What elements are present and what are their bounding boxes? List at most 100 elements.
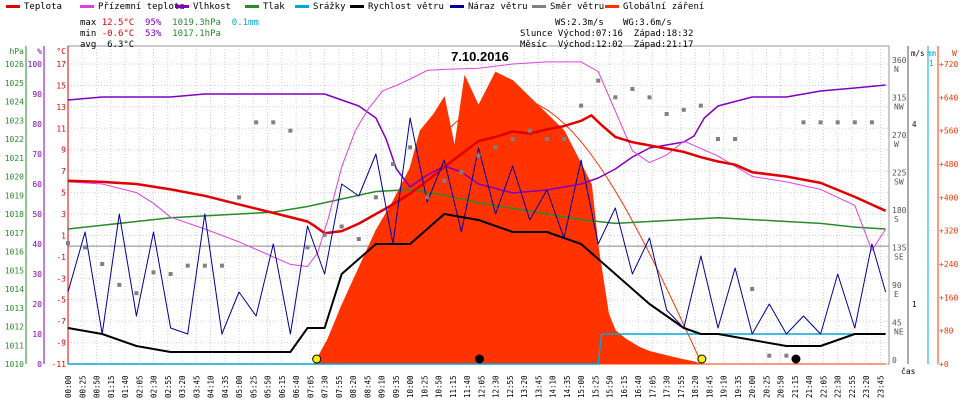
degc-axis-tick: 5 — [61, 189, 66, 198]
wind-dir-point — [715, 137, 720, 141]
degc-axis-tick: 1 — [61, 231, 66, 240]
pct-axis-tick: 0 — [37, 360, 42, 369]
hpa-axis-tick: 1022 — [5, 135, 24, 144]
wind-dir-point — [151, 270, 156, 275]
degc-axis-tick: -3 — [56, 274, 66, 283]
wind-dir-point — [750, 287, 755, 291]
hpa-axis-tick: 1024 — [5, 98, 24, 107]
sun-moon-markers — [312, 354, 801, 364]
moonrise-marker — [475, 354, 485, 364]
pct-axis-tick: 20 — [32, 300, 42, 309]
dir-axis-compass: W — [894, 140, 899, 149]
hpa-axis-tick: 1026 — [5, 60, 24, 69]
wind-speed-line — [67, 213, 886, 353]
wind-dir-point — [168, 272, 173, 276]
x-tick-label: 18:45 — [705, 375, 714, 398]
dir-axis-compass: N — [894, 65, 899, 74]
x-tick-label: 22:05 — [819, 375, 828, 398]
solar-area — [68, 71, 886, 365]
x-tick-label: 03:20 — [178, 375, 187, 398]
dir-axis-tick: 315 — [892, 94, 907, 103]
wind-dir-point — [801, 120, 806, 125]
wind-gust-line — [67, 117, 887, 335]
degc-axis-tick: -5 — [56, 296, 66, 305]
x-tick-label: 21:40 — [805, 375, 814, 398]
degc-axis-tick: 15 — [56, 81, 66, 90]
x-tick-label: 20:00 — [748, 375, 757, 398]
legend-prizemni-teplota: Přízemní teplota — [80, 2, 185, 12]
moonset-marker — [791, 354, 801, 364]
stats-avg: avg 6.3°C — [80, 40, 135, 50]
x-tick-label: 12:30 — [492, 375, 501, 398]
wind-dir-point — [271, 120, 276, 125]
w-axis-label: W — [952, 49, 957, 58]
w-axis-tick: +160 — [939, 293, 958, 302]
x-tick-label: 06:15 — [278, 375, 287, 398]
degc-axis-tick: -1 — [56, 253, 66, 262]
wind-dir-point — [493, 145, 498, 150]
x-tick-label: 15:00 — [577, 375, 586, 398]
ms-axis-tick: 1 — [912, 300, 917, 309]
x-tick-label: 00:50 — [93, 375, 102, 398]
x-tick-label: 13:45 — [534, 375, 543, 398]
w-axis-tick: +80 — [939, 327, 954, 336]
wind-dir-point — [237, 195, 242, 200]
x-tick-label: 20:25 — [762, 375, 771, 398]
ms-axis-tick: 4 — [912, 120, 917, 129]
wind-dir-point — [442, 178, 447, 183]
x-tick-label: 15:25 — [591, 375, 600, 398]
temperature-line — [67, 114, 887, 235]
wind-dir-point — [134, 291, 139, 296]
x-tick-label: 09:35 — [392, 375, 401, 398]
degc-axis-tick: -11 — [52, 360, 67, 369]
degc-axis-tick: -7 — [56, 317, 66, 326]
wind-dir-point — [630, 87, 635, 91]
chart-title: 7.10.2016 — [451, 49, 509, 64]
wind-dir-point — [373, 195, 378, 200]
x-tick-label: 05:25 — [249, 375, 258, 398]
w-axis-tick: +320 — [939, 227, 958, 236]
x-tick-label: 04:35 — [221, 375, 230, 398]
hpa-axis-tick: 1019 — [5, 191, 24, 200]
x-tick-label: 22:55 — [848, 375, 857, 398]
x-tick-label: 06:40 — [292, 375, 301, 398]
x-tick-label: 17:55 — [677, 375, 686, 398]
x-tick-label: 00:25 — [78, 375, 87, 398]
dir-axis-tick: 180 — [892, 206, 907, 215]
degc-axis-tick: 11 — [56, 124, 66, 133]
wind-dir-point — [818, 120, 823, 125]
hpa-axis-tick: 1014 — [5, 285, 24, 294]
w-axis-tick: +480 — [939, 160, 958, 169]
wind-dir-point — [66, 241, 70, 246]
x-tick-label: 22:30 — [834, 375, 843, 398]
hpa-axis-tick: 1012 — [5, 323, 24, 332]
x-tick-label: 01:15 — [107, 375, 116, 398]
x-tick-label: 21:15 — [791, 375, 800, 398]
x-tick-label: 16:40 — [634, 375, 643, 398]
hpa-axis-tick: 1025 — [5, 79, 24, 88]
x-tick-label: 07:55 — [335, 375, 344, 398]
x-tick-label: 00:00 — [64, 375, 73, 398]
wind-dir-point — [835, 120, 840, 125]
sun-times: Slunce Východ:07:16 Západ:18:32 — [520, 29, 694, 39]
hpa-axis-tick: 1017 — [5, 229, 24, 238]
x-tick-label: 05:00 — [235, 375, 244, 398]
x-tick-label: 03:45 — [192, 375, 201, 398]
ground-temp-line — [67, 61, 887, 267]
x-tick-label: 13:20 — [520, 375, 529, 398]
wind-dir-point — [305, 245, 310, 250]
dir-axis-tick: 270 — [892, 131, 907, 140]
dir-axis-tick: 45 — [892, 319, 902, 328]
w-axis-tick: +560 — [939, 127, 958, 136]
hpa-axis-tick: 1021 — [5, 154, 24, 163]
x-tick-label: 09:10 — [378, 375, 387, 398]
wind-gust-info: WG:3.6m/s — [623, 18, 672, 28]
w-axis-tick: +240 — [939, 260, 958, 269]
hpa-axis-tick: 1011 — [5, 341, 24, 350]
x-tick-label: 14:35 — [563, 375, 572, 398]
wind-dir-point — [117, 282, 122, 287]
wind-dir-point — [647, 95, 652, 100]
legend-tlak: Tlak — [245, 2, 285, 12]
wind-dir-point — [390, 162, 395, 166]
